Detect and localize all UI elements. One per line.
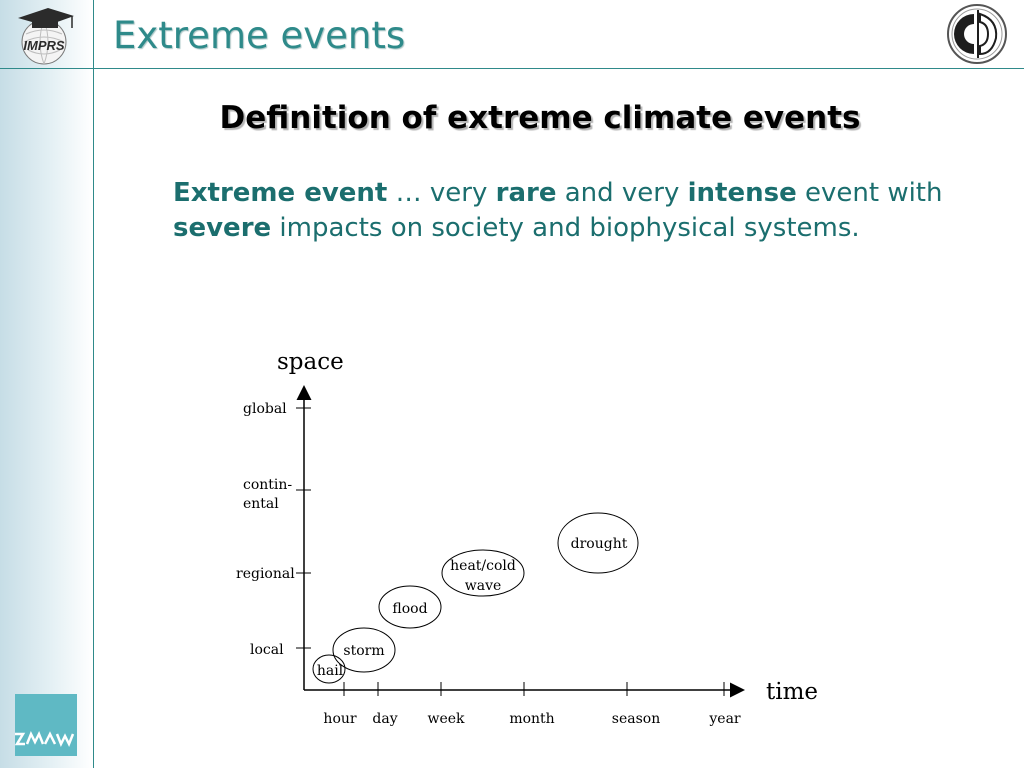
y-label-global: global: [243, 401, 287, 417]
event-hail-label: hail: [317, 663, 344, 679]
imprs-logo-text: IMPRS: [23, 38, 65, 53]
y-axis-label: space: [277, 349, 344, 375]
x-label-month: month: [509, 711, 554, 727]
event-drought-ellipse: [557, 512, 639, 574]
term-severe: severe: [173, 213, 272, 243]
y-label-regional: regional: [236, 566, 295, 582]
definition-text: Extreme event … very rare and very inten…: [173, 176, 963, 246]
x-label-season: season: [612, 711, 660, 727]
term-intense: intense: [687, 178, 797, 208]
definition-part-1: very: [421, 178, 496, 208]
definition-part-3: event with: [796, 178, 943, 208]
event-hail-ellipse: [312, 654, 346, 684]
x-label-year: year: [708, 711, 741, 727]
event-flood-label: flood: [392, 601, 427, 617]
institute-logo: [947, 4, 1007, 64]
y-label-continental-1: contin-: [243, 477, 292, 493]
event-drought-label: drought: [571, 536, 628, 552]
sidebar-band: [0, 0, 94, 768]
slide-title: Extreme events: [113, 14, 406, 57]
imprs-logo: IMPRS: [18, 8, 74, 65]
space-time-diagram: space time global contin- ental regional…: [236, 349, 818, 727]
header-divider: [0, 68, 1024, 69]
slide-subtitle: Definition of extreme climate events: [219, 100, 861, 136]
event-heatwave-ellipse: [441, 549, 525, 597]
x-label-day: day: [372, 711, 397, 727]
definition-ellipsis: …: [395, 178, 422, 208]
x-label-hour: hour: [323, 711, 356, 727]
definition-part-2: and very: [556, 178, 688, 208]
y-label-local: local: [250, 642, 284, 658]
term-rare: rare: [495, 178, 557, 208]
x-label-week: week: [427, 711, 465, 727]
event-storm-ellipse: [332, 627, 396, 673]
event-heatwave-label-1: heat/cold: [450, 558, 516, 574]
x-axis-label: time: [766, 679, 818, 705]
term-extreme-event: Extreme event: [173, 178, 388, 208]
y-label-continental-2: ental: [243, 496, 279, 512]
event-flood-ellipse: [378, 585, 442, 629]
event-storm-label: storm: [343, 643, 384, 659]
zmaw-logo: [14, 694, 77, 756]
zmaw-logo-mark: [14, 730, 75, 748]
definition-part-4: impacts on society and biophysical syste…: [271, 213, 860, 243]
event-heatwave-label-2: wave: [465, 578, 502, 594]
